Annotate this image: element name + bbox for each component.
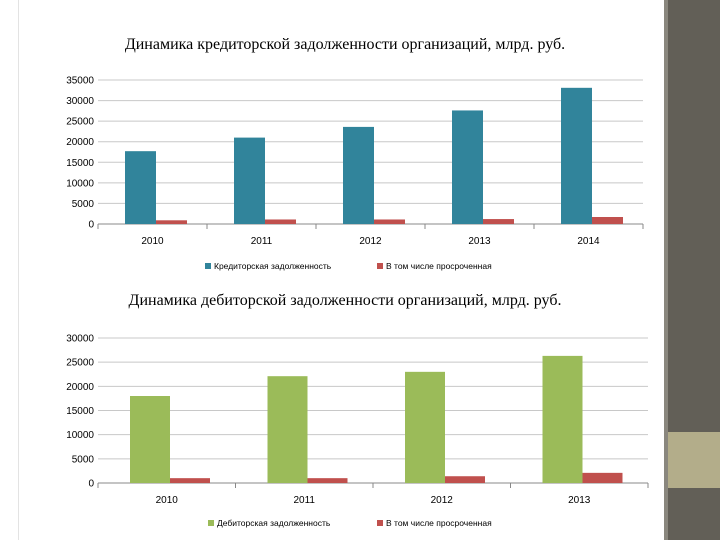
- bar-main: [542, 355, 583, 483]
- legend-label-main: Кредиторская задолженность: [214, 261, 332, 271]
- chart-title-creditor: Динамика кредиторской задолженности орга…: [124, 36, 566, 53]
- y-tick-label: 30000: [66, 334, 94, 345]
- x-tick-label: 2010: [156, 495, 179, 506]
- bar-overdue: [582, 472, 623, 483]
- bar-main: [267, 376, 308, 483]
- y-tick-label: 25000: [66, 358, 94, 369]
- y-tick-label: 0: [88, 220, 94, 231]
- x-tick-label: 2011: [293, 495, 315, 506]
- bar-main: [452, 110, 483, 224]
- bar-overdue: [307, 478, 348, 483]
- chart-title-debtor: Динамика дебиторской задолженности орган…: [128, 292, 562, 309]
- y-tick-label: 20000: [66, 137, 94, 148]
- legend-label-overdue: В том числе просроченная: [386, 261, 492, 271]
- y-tick-label: 15000: [66, 158, 94, 169]
- bar-overdue: [483, 219, 514, 224]
- slide-side-accent: [668, 432, 720, 488]
- legend-swatch-overdue: [377, 520, 383, 526]
- legend-label-main: Дебиторская задолженность: [217, 518, 331, 528]
- y-tick-label: 0: [88, 479, 94, 490]
- y-tick-label: 10000: [66, 430, 94, 441]
- y-tick-label: 10000: [66, 178, 94, 189]
- bar-overdue: [592, 217, 623, 224]
- legend-swatch-overdue: [377, 263, 383, 269]
- y-tick-label: 20000: [66, 382, 94, 393]
- bar-main: [405, 371, 445, 483]
- slide-side-panel-edge: [664, 0, 668, 540]
- y-tick-label: 5000: [72, 199, 95, 210]
- y-tick-label: 35000: [66, 76, 94, 87]
- x-tick-label: 2011: [251, 236, 273, 247]
- x-tick-label: 2010: [141, 236, 164, 247]
- bar-main: [561, 87, 592, 225]
- y-tick-label: 30000: [66, 96, 94, 107]
- y-tick-label: 25000: [66, 117, 94, 128]
- y-tick-label: 5000: [72, 454, 95, 465]
- legend-swatch-main: [205, 263, 211, 269]
- slide-border-line: [18, 0, 19, 540]
- legend-swatch-main: [208, 520, 214, 526]
- x-tick-label: 2012: [359, 236, 382, 247]
- bar-main: [130, 396, 170, 483]
- bar-overdue: [265, 219, 296, 224]
- x-tick-label: 2012: [431, 495, 454, 506]
- x-tick-label: 2014: [577, 236, 600, 247]
- bar-overdue: [170, 478, 210, 483]
- bar-main: [343, 126, 374, 224]
- x-tick-label: 2013: [568, 495, 591, 506]
- y-tick-label: 15000: [66, 406, 94, 417]
- x-tick-label: 2013: [468, 236, 491, 247]
- legend-label-overdue: В том числе просроченная: [386, 518, 492, 528]
- bar-overdue: [445, 476, 485, 483]
- bar-main: [234, 137, 265, 224]
- bar-overdue: [374, 219, 405, 224]
- bar-main: [125, 151, 156, 224]
- bar-overdue: [156, 220, 187, 224]
